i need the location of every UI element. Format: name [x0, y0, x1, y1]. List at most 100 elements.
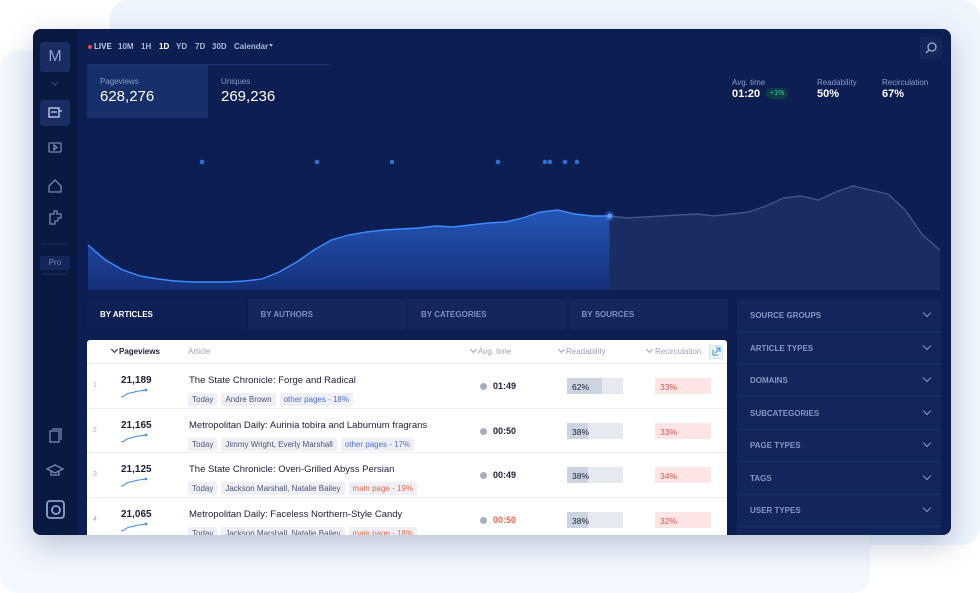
- event-marker: [389, 159, 395, 165]
- table-row[interactable]: 4 21,065 Metropolitan Daily: Faceless Nort…: [87, 496, 727, 535]
- collapse-icon[interactable]: [51, 81, 59, 86]
- range-button[interactable]: 1H: [141, 42, 152, 51]
- filter-label: USER TYPES: [750, 506, 801, 515]
- filter-row[interactable]: USER TYPES: [737, 494, 941, 527]
- avg-time: 01:49: [493, 381, 517, 391]
- nav-home-icon[interactable]: [48, 179, 62, 193]
- tab[interactable]: BY AUTHORS: [247, 299, 407, 330]
- column-header[interactable]: Recirculation: [655, 347, 702, 356]
- active-nav-bg: [40, 100, 70, 126]
- filter-row[interactable]: TAGS: [737, 462, 941, 495]
- event-marker: [542, 159, 548, 165]
- filter-row[interactable]: SOURCE GROUPS: [737, 299, 941, 332]
- readability-bar: 38%: [567, 511, 623, 528]
- filter-label: PAGE TYPES: [750, 441, 801, 450]
- stat-label: Pageviews: [100, 77, 139, 86]
- export-button[interactable]: [709, 345, 723, 359]
- stat-card: Uniques 269,236: [208, 65, 329, 118]
- readability-label: 38%: [572, 471, 590, 481]
- filter-label: SUBCATEGORIES: [750, 408, 820, 418]
- pro-badge[interactable]: Pro: [40, 256, 70, 270]
- event-marker: [495, 159, 501, 165]
- range-button[interactable]: 1D: [159, 42, 170, 51]
- readability-label: 62%: [572, 382, 590, 392]
- tag: Jimmy Wright, Everly Marshall: [221, 437, 337, 451]
- metric-label: Recirculation: [882, 78, 929, 87]
- sort-chevron: [645, 345, 654, 354]
- table-row[interactable]: 1 21,189 The State Chronicle: Forge and Ra…: [87, 363, 727, 408]
- filter-row[interactable]: PAGE TYPES: [737, 429, 941, 462]
- nav-articles-icon[interactable]: [48, 107, 62, 118]
- range-button[interactable]: YD: [176, 42, 188, 51]
- nav-learn-icon[interactable]: [45, 464, 65, 476]
- column-header[interactable]: Pageviews: [119, 347, 160, 356]
- nav-puzzle-icon[interactable]: [49, 210, 62, 225]
- range-button[interactable]: 7D: [195, 42, 206, 51]
- column-header[interactable]: Readability: [566, 347, 606, 356]
- nav-video-icon[interactable]: [48, 142, 62, 153]
- article-tags: Today Jimmy Wright, Everly Marshall other …: [188, 434, 418, 452]
- logo[interactable]: M: [40, 42, 70, 72]
- range-button[interactable]: 10M: [118, 42, 134, 51]
- table-row[interactable]: 2 21,165 Metropolitan Daily: Aurinia tobir…: [87, 407, 727, 453]
- filter-label: SOURCE GROUPS: [750, 311, 822, 320]
- filter-row[interactable]: DOMAINS: [737, 364, 941, 397]
- filter-label: TAGS: [750, 473, 772, 483]
- account-icon[interactable]: [46, 500, 65, 519]
- filter-label: ARTICLE TYPES: [750, 343, 814, 353]
- metric-change: +1%: [766, 88, 789, 99]
- table-row[interactable]: 3 21,125 The State Chronicle: Oven-Grilled…: [87, 452, 727, 497]
- article-title[interactable]: Metropolitan Daily: Aurinia tobira and L…: [189, 419, 428, 431]
- referrer-tag: main page - 19%: [348, 482, 418, 495]
- tag: Andre Brown: [221, 393, 276, 406]
- stat-label: Uniques: [221, 77, 251, 86]
- article-title[interactable]: Metropolitan Daily: Faceless Northern-St…: [189, 508, 403, 520]
- avg-time: 00:50: [493, 425, 517, 436]
- article-title[interactable]: The State Chronicle: Oven-Grilled Abyss …: [189, 464, 395, 475]
- tab-label: BY AUTHORS: [260, 310, 313, 319]
- filter-row[interactable]: SUBCATEGORIES: [737, 397, 941, 430]
- metric-label: Avg. time: [732, 78, 766, 87]
- column-header[interactable]: Avg. time: [478, 347, 512, 356]
- rank: 1: [93, 382, 97, 389]
- nav-reports-icon[interactable]: [49, 428, 62, 443]
- tag: Jackson Marshall, Natalie Bailey: [221, 526, 345, 535]
- recirculation-pill: 33%: [655, 422, 711, 439]
- tab[interactable]: BY CATEGORIES: [408, 299, 567, 330]
- filter-chevron: [922, 471, 932, 480]
- current-point: [607, 213, 613, 219]
- sidebar: M Pro: [33, 29, 78, 535]
- sparkline: [120, 433, 148, 443]
- tab[interactable]: BY SOURCES: [568, 299, 728, 330]
- avg-time: 00:50: [493, 514, 517, 525]
- recirculation-pill: 32%: [655, 511, 711, 528]
- time-dot: [480, 383, 487, 390]
- tab[interactable]: BY ARTICLES: [87, 299, 246, 330]
- filter-label: DOMAINS: [750, 376, 788, 385]
- calendar-button[interactable]: Calendar: [234, 42, 269, 51]
- filter-chevron: [922, 373, 932, 383]
- filter-row[interactable]: ARTICLE TYPES: [737, 332, 941, 365]
- tab-label: BY CATEGORIES: [421, 310, 487, 319]
- live-label[interactable]: LIVE: [94, 42, 112, 51]
- sort-chevron: [110, 345, 119, 354]
- article-title[interactable]: The State Chronicle: Forge and Radical: [189, 375, 356, 386]
- referrer-tag: main page - 18%: [348, 526, 418, 535]
- time-dot: [480, 427, 487, 435]
- pageviews: 21,189: [121, 375, 152, 386]
- metric-value: 01:20: [732, 88, 761, 100]
- column-header[interactable]: Article: [188, 347, 211, 356]
- pageviews: 21,065: [121, 508, 152, 520]
- referrer-tag: other pages - 17%: [340, 437, 415, 451]
- filter-chevron: [922, 308, 932, 318]
- recirculation-label: 33%: [660, 426, 678, 437]
- stat-value: 269,236: [221, 88, 276, 105]
- search-button[interactable]: [920, 37, 942, 59]
- time-dot: [480, 516, 487, 524]
- filter-chevron: [922, 438, 932, 448]
- event-marker: [547, 159, 553, 165]
- readability-bar: 38%: [567, 467, 623, 483]
- range-button[interactable]: 30D: [212, 42, 227, 51]
- rank: 3: [93, 471, 97, 478]
